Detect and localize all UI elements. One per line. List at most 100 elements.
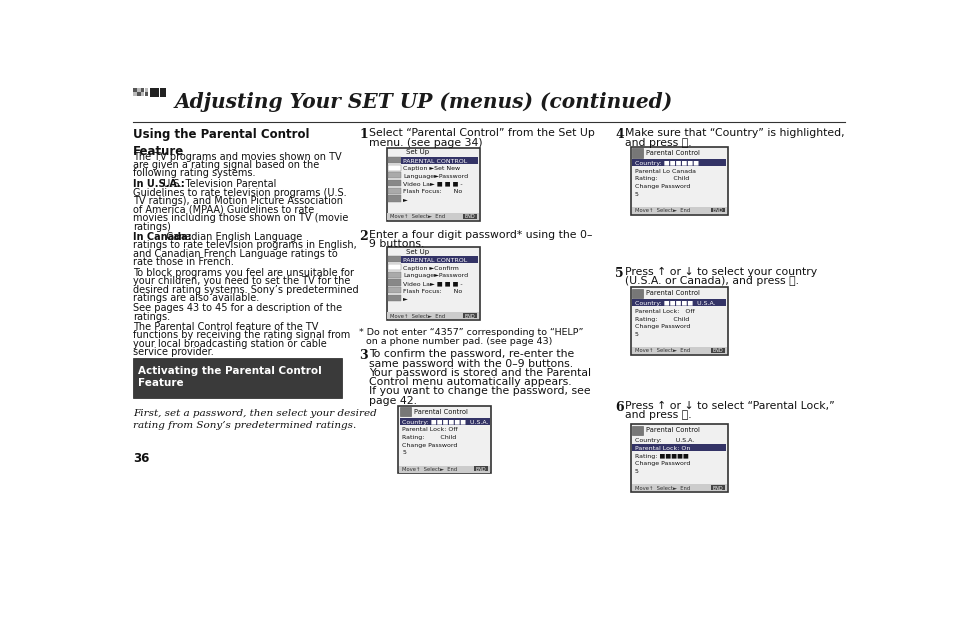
Bar: [399, 407, 410, 417]
Text: Change Password: Change Password: [402, 443, 457, 448]
Text: Activating the Parental Control: Activating the Parental Control: [137, 366, 321, 375]
Bar: [145, 93, 148, 96]
Text: Press ↑ or ↓ to select “Parental Lock,”: Press ↑ or ↓ to select “Parental Lock,”: [624, 401, 834, 411]
Text: TV ratings), and Motion Picture Association: TV ratings), and Motion Picture Associat…: [133, 196, 343, 206]
Bar: [150, 87, 158, 97]
Text: END: END: [712, 349, 722, 354]
Text: 3: 3: [359, 349, 368, 363]
Text: 6: 6: [615, 401, 623, 414]
Bar: [145, 88, 148, 92]
Bar: [388, 195, 400, 202]
Bar: [630, 424, 727, 492]
Text: desired rating systems. Sony’s predetermined: desired rating systems. Sony’s predeterm…: [133, 285, 358, 295]
Text: 5: 5: [634, 332, 638, 337]
Bar: [632, 444, 725, 451]
Text: Flash Focus:      No: Flash Focus: No: [402, 190, 461, 195]
Bar: [388, 271, 400, 278]
Text: Adjusting Your SET UP (menus) (continued): Adjusting Your SET UP (menus) (continued…: [174, 91, 673, 112]
Bar: [141, 88, 144, 92]
Text: Country:       U.S.A.: Country: U.S.A.: [634, 438, 693, 443]
Text: same password with the 0–9 buttons.: same password with the 0–9 buttons.: [369, 359, 573, 368]
Text: 5: 5: [402, 451, 406, 455]
Bar: [141, 93, 144, 96]
Text: movies including those shown on TV (movie: movies including those shown on TV (movi…: [133, 213, 348, 223]
Text: menu. (see page 34): menu. (see page 34): [369, 138, 482, 148]
Text: Parental Control: Parental Control: [645, 290, 700, 296]
Text: Rating:        Child: Rating: Child: [634, 176, 688, 181]
Bar: [398, 466, 490, 472]
Text: are given a rating signal based on the: are given a rating signal based on the: [133, 160, 319, 170]
Text: Country: ■■■■■■: Country: ■■■■■■: [634, 161, 698, 166]
Text: Video La► ■ ■ ■ -: Video La► ■ ■ ■ -: [402, 182, 462, 187]
Bar: [631, 207, 726, 214]
Text: ratings to rate television programs in English,: ratings to rate television programs in E…: [133, 240, 356, 250]
Bar: [474, 467, 488, 471]
Text: and press ⓣ.: and press ⓣ.: [624, 138, 691, 148]
Text: 36: 36: [133, 452, 150, 465]
Bar: [632, 288, 642, 298]
Text: Enter a four digit password* using the 0–: Enter a four digit password* using the 0…: [369, 230, 592, 240]
Text: your local broadcasting station or cable: your local broadcasting station or cable: [133, 339, 327, 349]
Text: 2: 2: [359, 230, 368, 243]
Text: END: END: [464, 214, 475, 219]
Text: Country: ■■■■■  U.S.A.: Country: ■■■■■ U.S.A.: [634, 301, 715, 306]
Bar: [388, 256, 400, 262]
Text: and press ⓣ.: and press ⓣ.: [624, 410, 691, 420]
Text: To confirm the password, re-enter the: To confirm the password, re-enter the: [369, 349, 574, 359]
Text: Country: ■■■■■■  U.S.A.: Country: ■■■■■■ U.S.A.: [402, 420, 488, 425]
Text: Parental Control: Parental Control: [645, 150, 700, 156]
Text: Rating: ■■■■■: Rating: ■■■■■: [634, 453, 688, 458]
Bar: [133, 358, 342, 398]
Bar: [388, 157, 400, 163]
Bar: [387, 213, 478, 220]
Bar: [388, 295, 400, 301]
Bar: [710, 485, 723, 489]
Bar: [710, 208, 723, 212]
Text: END: END: [464, 314, 475, 319]
Text: 5: 5: [634, 191, 638, 197]
Text: The Parental Control feature of the TV: The Parental Control feature of the TV: [133, 321, 318, 332]
Text: 4: 4: [615, 129, 623, 141]
Text: Make sure that “Country” is highlighted,: Make sure that “Country” is highlighted,: [624, 129, 843, 138]
Bar: [630, 147, 727, 215]
Bar: [388, 165, 400, 171]
Text: ►: ►: [402, 197, 407, 202]
Text: Select “Parental Control” from the Set Up: Select “Parental Control” from the Set U…: [369, 129, 594, 138]
Text: page 42.: page 42.: [369, 396, 416, 406]
Text: Canadian English Language: Canadian English Language: [160, 231, 302, 242]
Text: Rating:        Child: Rating: Child: [402, 435, 456, 440]
Bar: [632, 425, 642, 435]
Text: Video La► ■ ■ ■ -: Video La► ■ ■ ■ -: [402, 281, 462, 286]
Text: Move↑  Select►  End: Move↑ Select► End: [634, 209, 689, 213]
Text: 5: 5: [615, 267, 623, 280]
Text: 5: 5: [634, 469, 638, 474]
Bar: [160, 87, 166, 97]
Bar: [387, 313, 478, 320]
Bar: [388, 172, 400, 179]
Bar: [137, 88, 140, 92]
Bar: [388, 287, 400, 293]
Text: END: END: [712, 486, 722, 491]
Bar: [133, 93, 136, 96]
Text: Move↑  Select►  End: Move↑ Select► End: [390, 214, 445, 219]
Text: ►: ►: [402, 297, 407, 302]
Text: In U.S.A.:: In U.S.A.:: [133, 179, 185, 190]
Text: Move↑  Select►  End: Move↑ Select► End: [634, 349, 689, 354]
Bar: [386, 247, 479, 320]
Text: Your password is stored and the Parental: Your password is stored and the Parental: [369, 368, 590, 378]
Text: and Canadian French Language ratings to: and Canadian French Language ratings to: [133, 249, 337, 259]
Text: Change Password: Change Password: [634, 462, 689, 466]
Text: Feature: Feature: [137, 378, 183, 388]
Text: * Do not enter “4357” corresponding to “HELP”: * Do not enter “4357” corresponding to “…: [359, 328, 583, 337]
Text: The TV programs and movies shown on TV: The TV programs and movies shown on TV: [133, 152, 341, 162]
Text: service provider.: service provider.: [133, 347, 213, 357]
Text: Change Password: Change Password: [634, 184, 689, 189]
Text: ratings.: ratings.: [133, 312, 171, 321]
Bar: [631, 484, 726, 491]
Text: Change Password: Change Password: [634, 324, 689, 329]
Bar: [388, 180, 400, 186]
Text: 1: 1: [359, 129, 368, 141]
Text: END: END: [476, 467, 486, 472]
Text: Parental Lock:   Off: Parental Lock: Off: [634, 309, 694, 314]
Text: Guidelines to rate television programs (U.S.: Guidelines to rate television programs (…: [133, 188, 347, 198]
